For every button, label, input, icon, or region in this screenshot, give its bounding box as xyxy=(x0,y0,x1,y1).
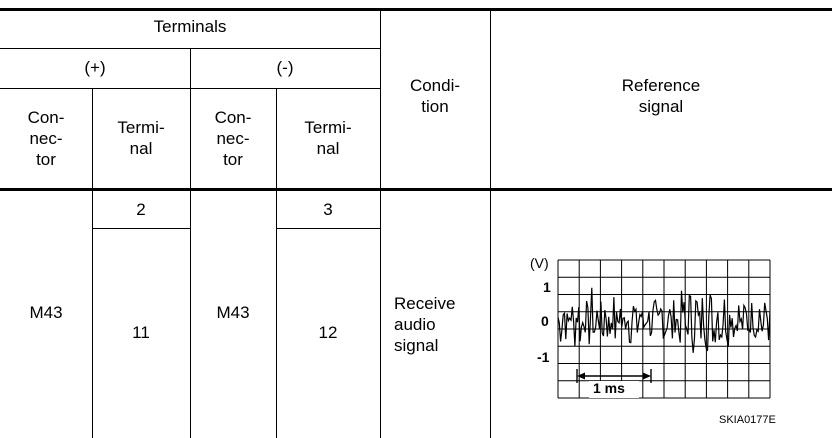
cell-terminal-plus-top: 2 xyxy=(136,200,146,219)
signal-time-scale-label: 1 ms xyxy=(593,380,625,396)
header-condition: Condi- tion xyxy=(409,76,461,116)
header-reference-signal: Reference signal xyxy=(621,76,701,116)
cell-terminal-minus-top: 3 xyxy=(323,200,333,219)
row-divider-minus xyxy=(276,228,380,229)
oscilloscope-waveform xyxy=(557,259,771,399)
signal-y-label-1: 1 xyxy=(543,279,551,295)
table-top-border xyxy=(0,8,832,11)
cell-connector-minus: M43 xyxy=(216,303,250,322)
header-minus: (-) xyxy=(276,58,294,77)
col-divider-4 xyxy=(380,8,381,438)
figure-id: SKIA0177E xyxy=(719,414,776,426)
cell-connector-plus: M43 xyxy=(29,303,63,322)
cell-condition: Receive audio signal xyxy=(394,294,456,355)
header-terminal-minus: Termi- nal xyxy=(304,118,352,158)
col-divider-5 xyxy=(490,8,491,438)
header-terminal-plus: Termi- nal xyxy=(117,118,165,158)
cell-terminal-plus-bottom: 11 xyxy=(132,323,150,342)
header-terminals: Terminals xyxy=(153,17,227,36)
col-divider-1 xyxy=(92,88,93,438)
header-bottom-border xyxy=(0,188,832,191)
col-divider-2 xyxy=(190,48,191,438)
signal-unit-label: (V) xyxy=(530,255,549,271)
header-connector-plus: Con- nec- tor xyxy=(27,108,65,169)
header-connector-minus: Con- nec- tor xyxy=(214,108,252,169)
signal-y-label-0: 0 xyxy=(541,313,549,329)
cell-terminal-minus-bottom: 12 xyxy=(318,323,338,342)
header-plus: (+) xyxy=(84,58,106,77)
col-divider-3 xyxy=(276,88,277,438)
signal-y-label-minus-1: -1 xyxy=(537,349,550,365)
row-divider-plus xyxy=(92,228,190,229)
